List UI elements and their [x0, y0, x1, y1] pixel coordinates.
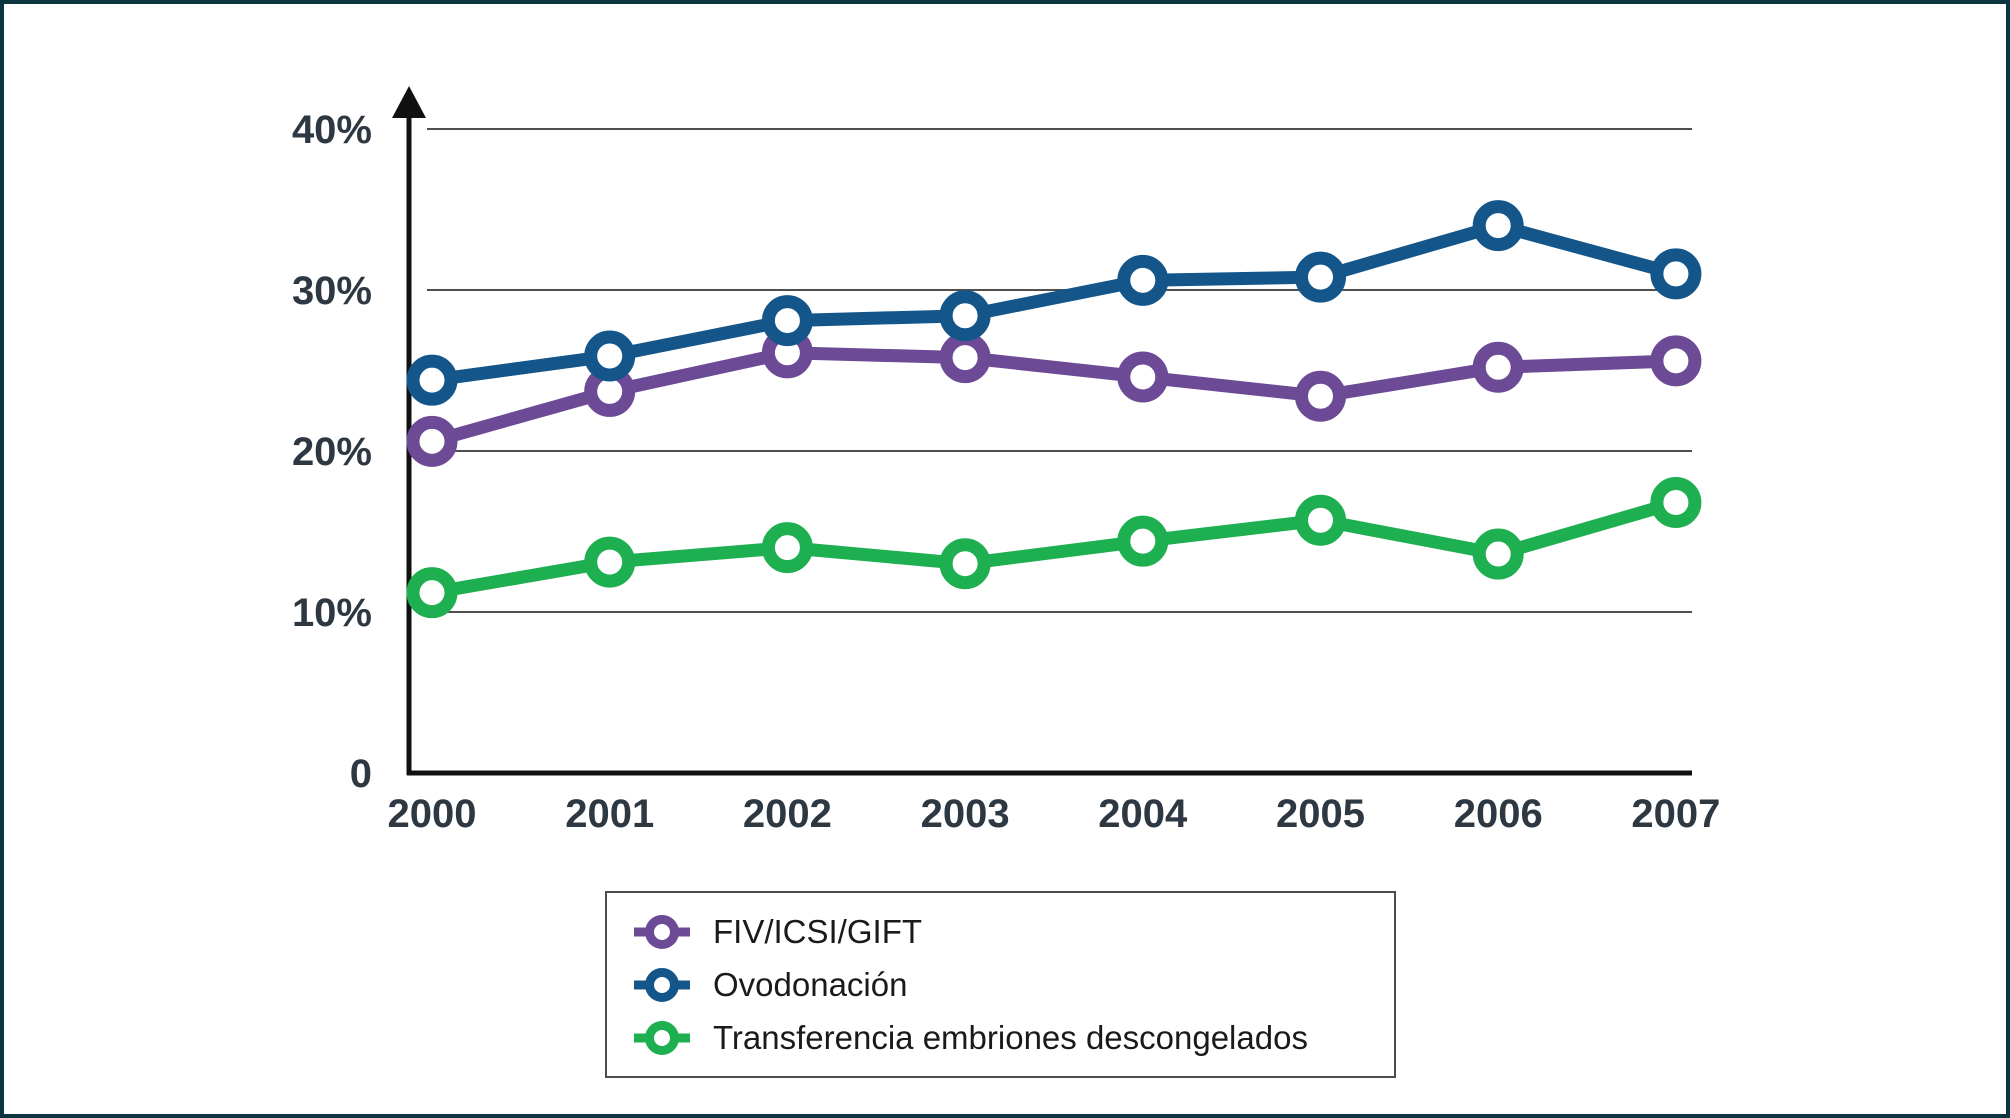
data-point-2006-series-0 — [1472, 341, 1524, 393]
x-tick-label-2000: 2000 — [388, 792, 477, 836]
series-line-0 — [425, 346, 1683, 448]
y-tick-label-30%: 30% — [292, 269, 372, 313]
x-tick-label-2002: 2002 — [743, 792, 832, 836]
legend: FIV/ICSI/GIFT Ovodonación Transferencia … — [605, 891, 1396, 1078]
data-point-2004-series-0 — [1117, 351, 1169, 403]
data-point-2006-series-2 — [1472, 528, 1524, 580]
data-point-2002-series-2 — [761, 522, 813, 574]
data-point-2003-series-0 — [939, 332, 991, 384]
y-axis-arrow-icon — [392, 86, 426, 118]
y-tick-label-10%: 10% — [292, 591, 372, 635]
data-point-2006-series-1 — [1472, 200, 1524, 252]
x-tick-label-2006: 2006 — [1454, 792, 1543, 836]
y-tick-label-40%: 40% — [292, 108, 372, 152]
data-point-2002-series-1 — [761, 295, 813, 347]
legend-label-transferencia: Transferencia embriones descongelados — [713, 1018, 1308, 1056]
x-tick-label-2005: 2005 — [1276, 792, 1365, 836]
data-point-2004-series-2 — [1117, 515, 1169, 567]
y-tick-label-0: 0 — [350, 752, 372, 796]
series-line-2 — [425, 496, 1683, 600]
data-point-2007-series-0 — [1650, 335, 1702, 387]
data-point-2000-series-1 — [406, 354, 458, 406]
line-chart: 0 10% 20% 30% 40% 2000 2001 2002 2003 2004 2005 200… — [292, 86, 1720, 836]
data-point-2005-series-1 — [1295, 251, 1346, 303]
data-point-2005-series-2 — [1295, 494, 1346, 546]
x-tick-label-2007: 2007 — [1631, 792, 1720, 836]
legend-item-fiv-icsi-gift: FIV/ICSI/GIFT — [634, 912, 1394, 950]
y-tick-label-20%: 20% — [292, 430, 372, 474]
data-point-2003-series-1 — [939, 290, 991, 342]
x-tick-label-2003: 2003 — [921, 792, 1010, 836]
data-point-2004-series-1 — [1117, 254, 1169, 306]
legend-label-fiv-icsi-gift: FIV/ICSI/GIFT — [713, 912, 923, 950]
x-tick-label-2004: 2004 — [1098, 792, 1188, 836]
data-point-2001-series-2 — [584, 536, 636, 588]
data-point-2007-series-2 — [1650, 477, 1702, 529]
transferencia-series-marker-icon — [634, 1020, 690, 1055]
legend-item-ovodonacion: Ovodonación — [634, 965, 1394, 1003]
data-point-2001-series-1 — [584, 330, 636, 382]
data-point-2005-series-0 — [1295, 370, 1346, 422]
data-point-2003-series-2 — [939, 538, 991, 590]
data-point-2007-series-1 — [1650, 248, 1702, 300]
fiv-icsi-gift-series-marker-icon — [634, 914, 690, 949]
legend-item-transferencia: Transferencia embriones descongelados — [634, 1018, 1394, 1056]
data-point-2000-series-0 — [406, 415, 458, 467]
ovodonacion-series-marker-icon — [634, 967, 690, 1002]
data-point-2000-series-2 — [406, 567, 458, 619]
series-line-1 — [425, 219, 1683, 387]
legend-label-ovodonacion: Ovodonación — [713, 965, 908, 1003]
x-tick-label-2001: 2001 — [565, 792, 654, 836]
